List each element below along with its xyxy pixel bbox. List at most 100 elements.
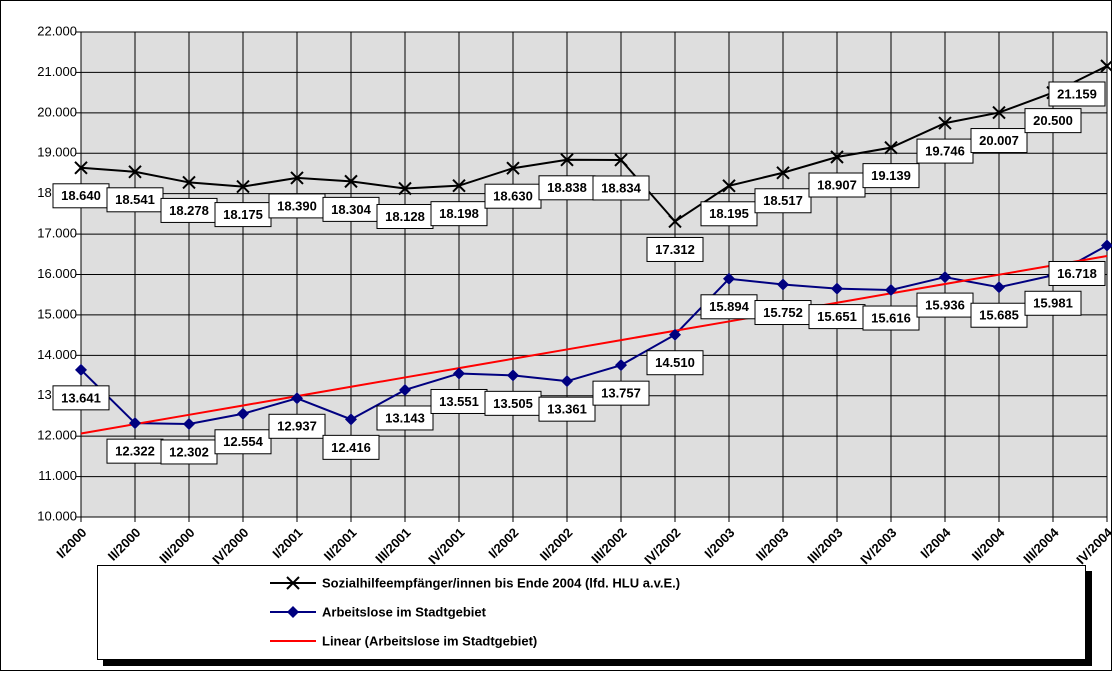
marker [507, 369, 519, 382]
data-label: 18.198 [439, 206, 479, 221]
data-label-box [214, 429, 272, 455]
data-label-box [1048, 260, 1106, 286]
data-label: 18.128 [385, 209, 425, 224]
data-label: 15.685 [979, 308, 1019, 323]
marker [453, 367, 465, 380]
y-tick-label: 15.000 [37, 306, 77, 321]
y-tick-label: 22.000 [37, 23, 77, 38]
series-line [80, 244, 1108, 425]
data-label: 18.175 [223, 207, 263, 222]
marker [290, 171, 304, 185]
data-label-box [970, 128, 1028, 154]
data-label: 12.322 [115, 444, 155, 459]
data-label: 19.139 [871, 168, 911, 183]
marker [452, 178, 466, 193]
data-label-box [1024, 108, 1082, 134]
legend-marker [287, 606, 299, 618]
data-label: 14.510 [655, 355, 695, 370]
data-label: 18.907 [817, 177, 857, 192]
data-label: 12.554 [223, 434, 264, 449]
data-label-box [160, 439, 218, 465]
data-label-box [538, 396, 596, 422]
marker [237, 407, 249, 420]
data-label-box [916, 138, 974, 164]
marker [668, 214, 682, 229]
data-label: 20.007 [979, 133, 1019, 148]
data-label-box [862, 163, 920, 189]
data-label-box [106, 438, 164, 464]
data-label-box [268, 193, 326, 219]
marker [182, 175, 196, 190]
data-label-box [376, 203, 434, 229]
y-tick-label: 21.000 [37, 64, 77, 79]
marker [561, 375, 573, 388]
marker [560, 153, 574, 167]
y-tick-label: 14.000 [37, 347, 77, 362]
data-label-box [646, 350, 704, 376]
marker [236, 179, 250, 194]
marker [75, 363, 87, 376]
legend-marker [286, 576, 300, 590]
marker [344, 174, 358, 189]
marker [1100, 59, 1112, 73]
data-label-box [1048, 81, 1106, 107]
legend-label: Sozialhilfeempfänger/innen bis Ende 2004… [322, 575, 680, 590]
data-label: 21.159 [1057, 86, 1097, 101]
y-tick-label: 11.000 [38, 468, 77, 483]
marker [723, 272, 735, 285]
data-label-box [700, 201, 758, 227]
marker [614, 153, 628, 167]
data-label-box [484, 183, 542, 209]
data-label: 18.541 [115, 192, 155, 207]
data-label-box [160, 197, 218, 223]
marker [128, 165, 142, 179]
series-line [80, 65, 1108, 223]
data-label: 18.640 [61, 188, 101, 203]
marker [993, 281, 1005, 294]
data-label: 18.195 [709, 206, 749, 221]
y-tick-label: 12.000 [37, 428, 77, 443]
data-label: 18.838 [547, 180, 587, 195]
legend [97, 565, 1086, 660]
legend-label: Arbeitslose im Stadtgebiet [322, 604, 487, 619]
data-label-box [430, 201, 488, 227]
data-label: 13.361 [547, 402, 587, 417]
data-label: 17.312 [655, 242, 695, 257]
data-label: 18.390 [277, 198, 317, 213]
data-label: 18.304 [331, 202, 372, 217]
data-label: 18.278 [169, 203, 209, 218]
data-label-box [862, 305, 920, 331]
data-label-box [52, 183, 110, 209]
data-label: 13.505 [493, 396, 533, 411]
data-label: 16.718 [1057, 266, 1097, 281]
data-label-box [592, 380, 650, 406]
y-tick-label: 17.000 [37, 226, 77, 241]
data-label: 13.641 [61, 390, 101, 405]
marker [615, 359, 627, 372]
data-label-box [808, 172, 866, 198]
legend-label: Linear (Arbeitslose im Stadtgebiet) [322, 633, 537, 648]
marker [345, 413, 357, 426]
data-label: 20.500 [1033, 113, 1073, 128]
marker [183, 417, 195, 430]
data-label: 15.752 [763, 305, 803, 320]
data-label-box [322, 434, 380, 460]
y-tick-label: 20.000 [37, 104, 77, 119]
data-label: 12.302 [169, 444, 209, 459]
marker [74, 161, 88, 175]
marker [884, 140, 898, 155]
marker [506, 161, 520, 175]
data-label-box [592, 175, 650, 201]
data-label-box [106, 187, 164, 213]
marker [777, 278, 789, 291]
data-label-box [268, 413, 326, 439]
data-label: 18.834 [601, 180, 642, 195]
marker [1101, 239, 1112, 252]
data-label: 12.937 [277, 419, 317, 434]
data-label-box [538, 175, 596, 201]
data-label: 19.746 [925, 144, 965, 159]
marker [669, 328, 681, 341]
data-label-box [646, 236, 704, 262]
marker [399, 383, 411, 396]
